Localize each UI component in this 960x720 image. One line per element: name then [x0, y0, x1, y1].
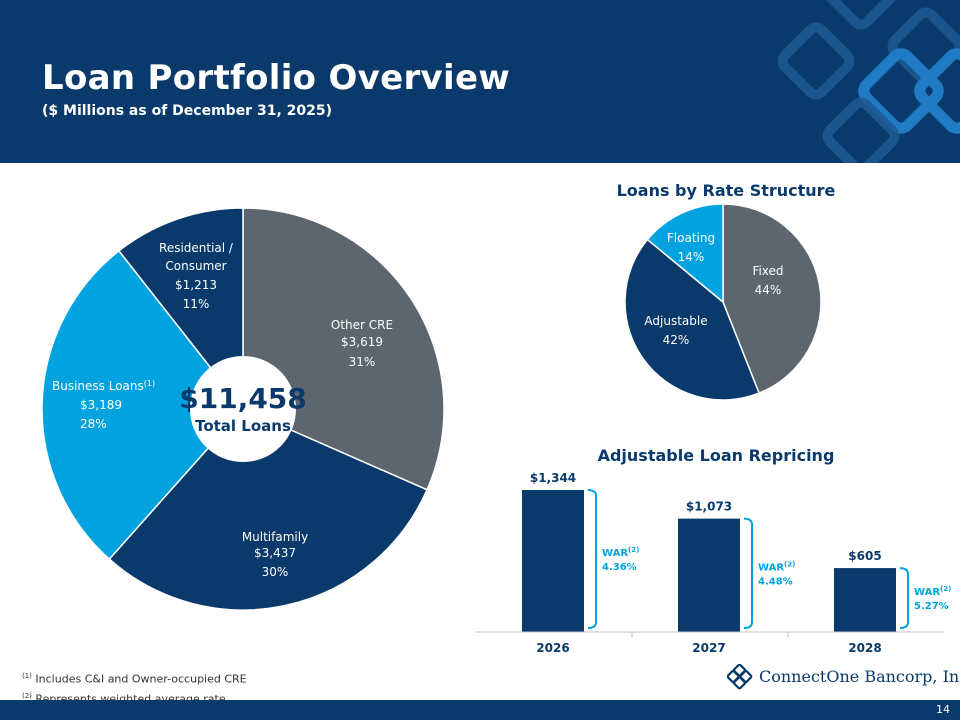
- slice-floating: [646, 203, 724, 304]
- company-name: ConnectOne Bancorp, Inc.: [759, 667, 960, 686]
- page-subtitle: ($ Millions as of December 31, 2025): [42, 103, 333, 119]
- rate-structure-title: Loans by Rate Structure: [617, 181, 836, 200]
- slice-value-multifamily: $3,437: [254, 546, 296, 560]
- donut-hole: [190, 356, 296, 462]
- war-value: 5.27%: [914, 601, 949, 612]
- rate-percent-fixed: 44%: [755, 283, 782, 297]
- slice-percent-other-cre: 31%: [349, 355, 376, 369]
- slice-percent-residential: 11%: [183, 297, 210, 311]
- header-banner: Loan Portfolio Overview ($ Millions as o…: [0, 0, 960, 163]
- slice-percent-business-loans: 28%: [80, 417, 107, 431]
- page-number: 14: [936, 703, 950, 716]
- slice-label-multifamily: Multifamily: [242, 530, 308, 544]
- rate-percent-adjustable: 42%: [663, 333, 690, 347]
- bar-2026: [522, 490, 584, 632]
- donut-center-value: $11,458: [179, 382, 307, 415]
- slice-value-business-loans: $3,189: [80, 398, 122, 412]
- slice-value-residential: $1,213: [175, 278, 217, 292]
- bar-category-label: 2028: [848, 641, 881, 655]
- war-bracket: [899, 567, 909, 629]
- bar-value-label: $1,073: [686, 500, 732, 514]
- bar-category-label: 2026: [536, 641, 569, 655]
- slice-residential-consumer: [117, 207, 244, 412]
- rate-label-floating: Floating: [667, 231, 715, 245]
- business-loans-footnote-marker: (1): [144, 379, 155, 388]
- war-bracket: [587, 489, 597, 629]
- footer-bar: 14: [0, 700, 960, 720]
- bar-value-label: $605: [848, 549, 881, 563]
- slice-label-residential-line2: Consumer: [165, 259, 226, 273]
- war-label: WAR(2): [914, 585, 951, 598]
- bar-2027: [678, 518, 740, 632]
- slice-value-other-cre: $3,619: [341, 335, 383, 349]
- war-value: 4.36%: [602, 562, 637, 573]
- charts-canvas: $11,458 Total Loans Other CRE $3,619 31%…: [41, 181, 951, 655]
- bar-value-label: $1,344: [530, 471, 576, 485]
- slice-adjustable: [624, 238, 761, 401]
- rate-label-fixed: Fixed: [752, 264, 783, 278]
- war-label: WAR(2): [602, 546, 639, 559]
- war-bracket: [743, 517, 753, 629]
- donut-center-label: Total Loans: [195, 417, 291, 435]
- slice-label-residential-line1: Residential /: [159, 241, 234, 255]
- bar-category-label: 2027: [692, 641, 725, 655]
- rate-percent-floating: 14%: [678, 250, 705, 264]
- slice-fixed: [722, 203, 822, 395]
- repricing-bar-chart: $1,344 2026 WAR(2) 4.36% $1,073 2027 WAR(2) 4.4…: [522, 471, 951, 655]
- repricing-title: Adjustable Loan Repricing: [598, 446, 835, 465]
- company-logo: ConnectOne Bancorp, Inc.: [727, 664, 960, 692]
- slice-label-other-cre: Other CRE: [331, 318, 393, 332]
- rate-label-adjustable: Adjustable: [644, 314, 707, 328]
- page-title: Loan Portfolio Overview: [42, 58, 511, 98]
- slice-label-business-loans: Business Loans(1): [52, 379, 155, 393]
- war-label: WAR(2): [758, 560, 795, 573]
- slice-percent-multifamily: 30%: [262, 565, 289, 579]
- war-value: 4.48%: [758, 576, 793, 587]
- slice-multifamily: [108, 408, 429, 611]
- bar-2028: [834, 568, 896, 632]
- diamond-logo-icon: [727, 664, 753, 690]
- slice-business-loans: [41, 249, 244, 561]
- footnote-1: (1) Includes C&I and Owner-occupied CRE: [22, 672, 247, 686]
- rate-structure-pie-chart: [624, 203, 822, 401]
- decorative-diamond-pattern: [777, 0, 960, 163]
